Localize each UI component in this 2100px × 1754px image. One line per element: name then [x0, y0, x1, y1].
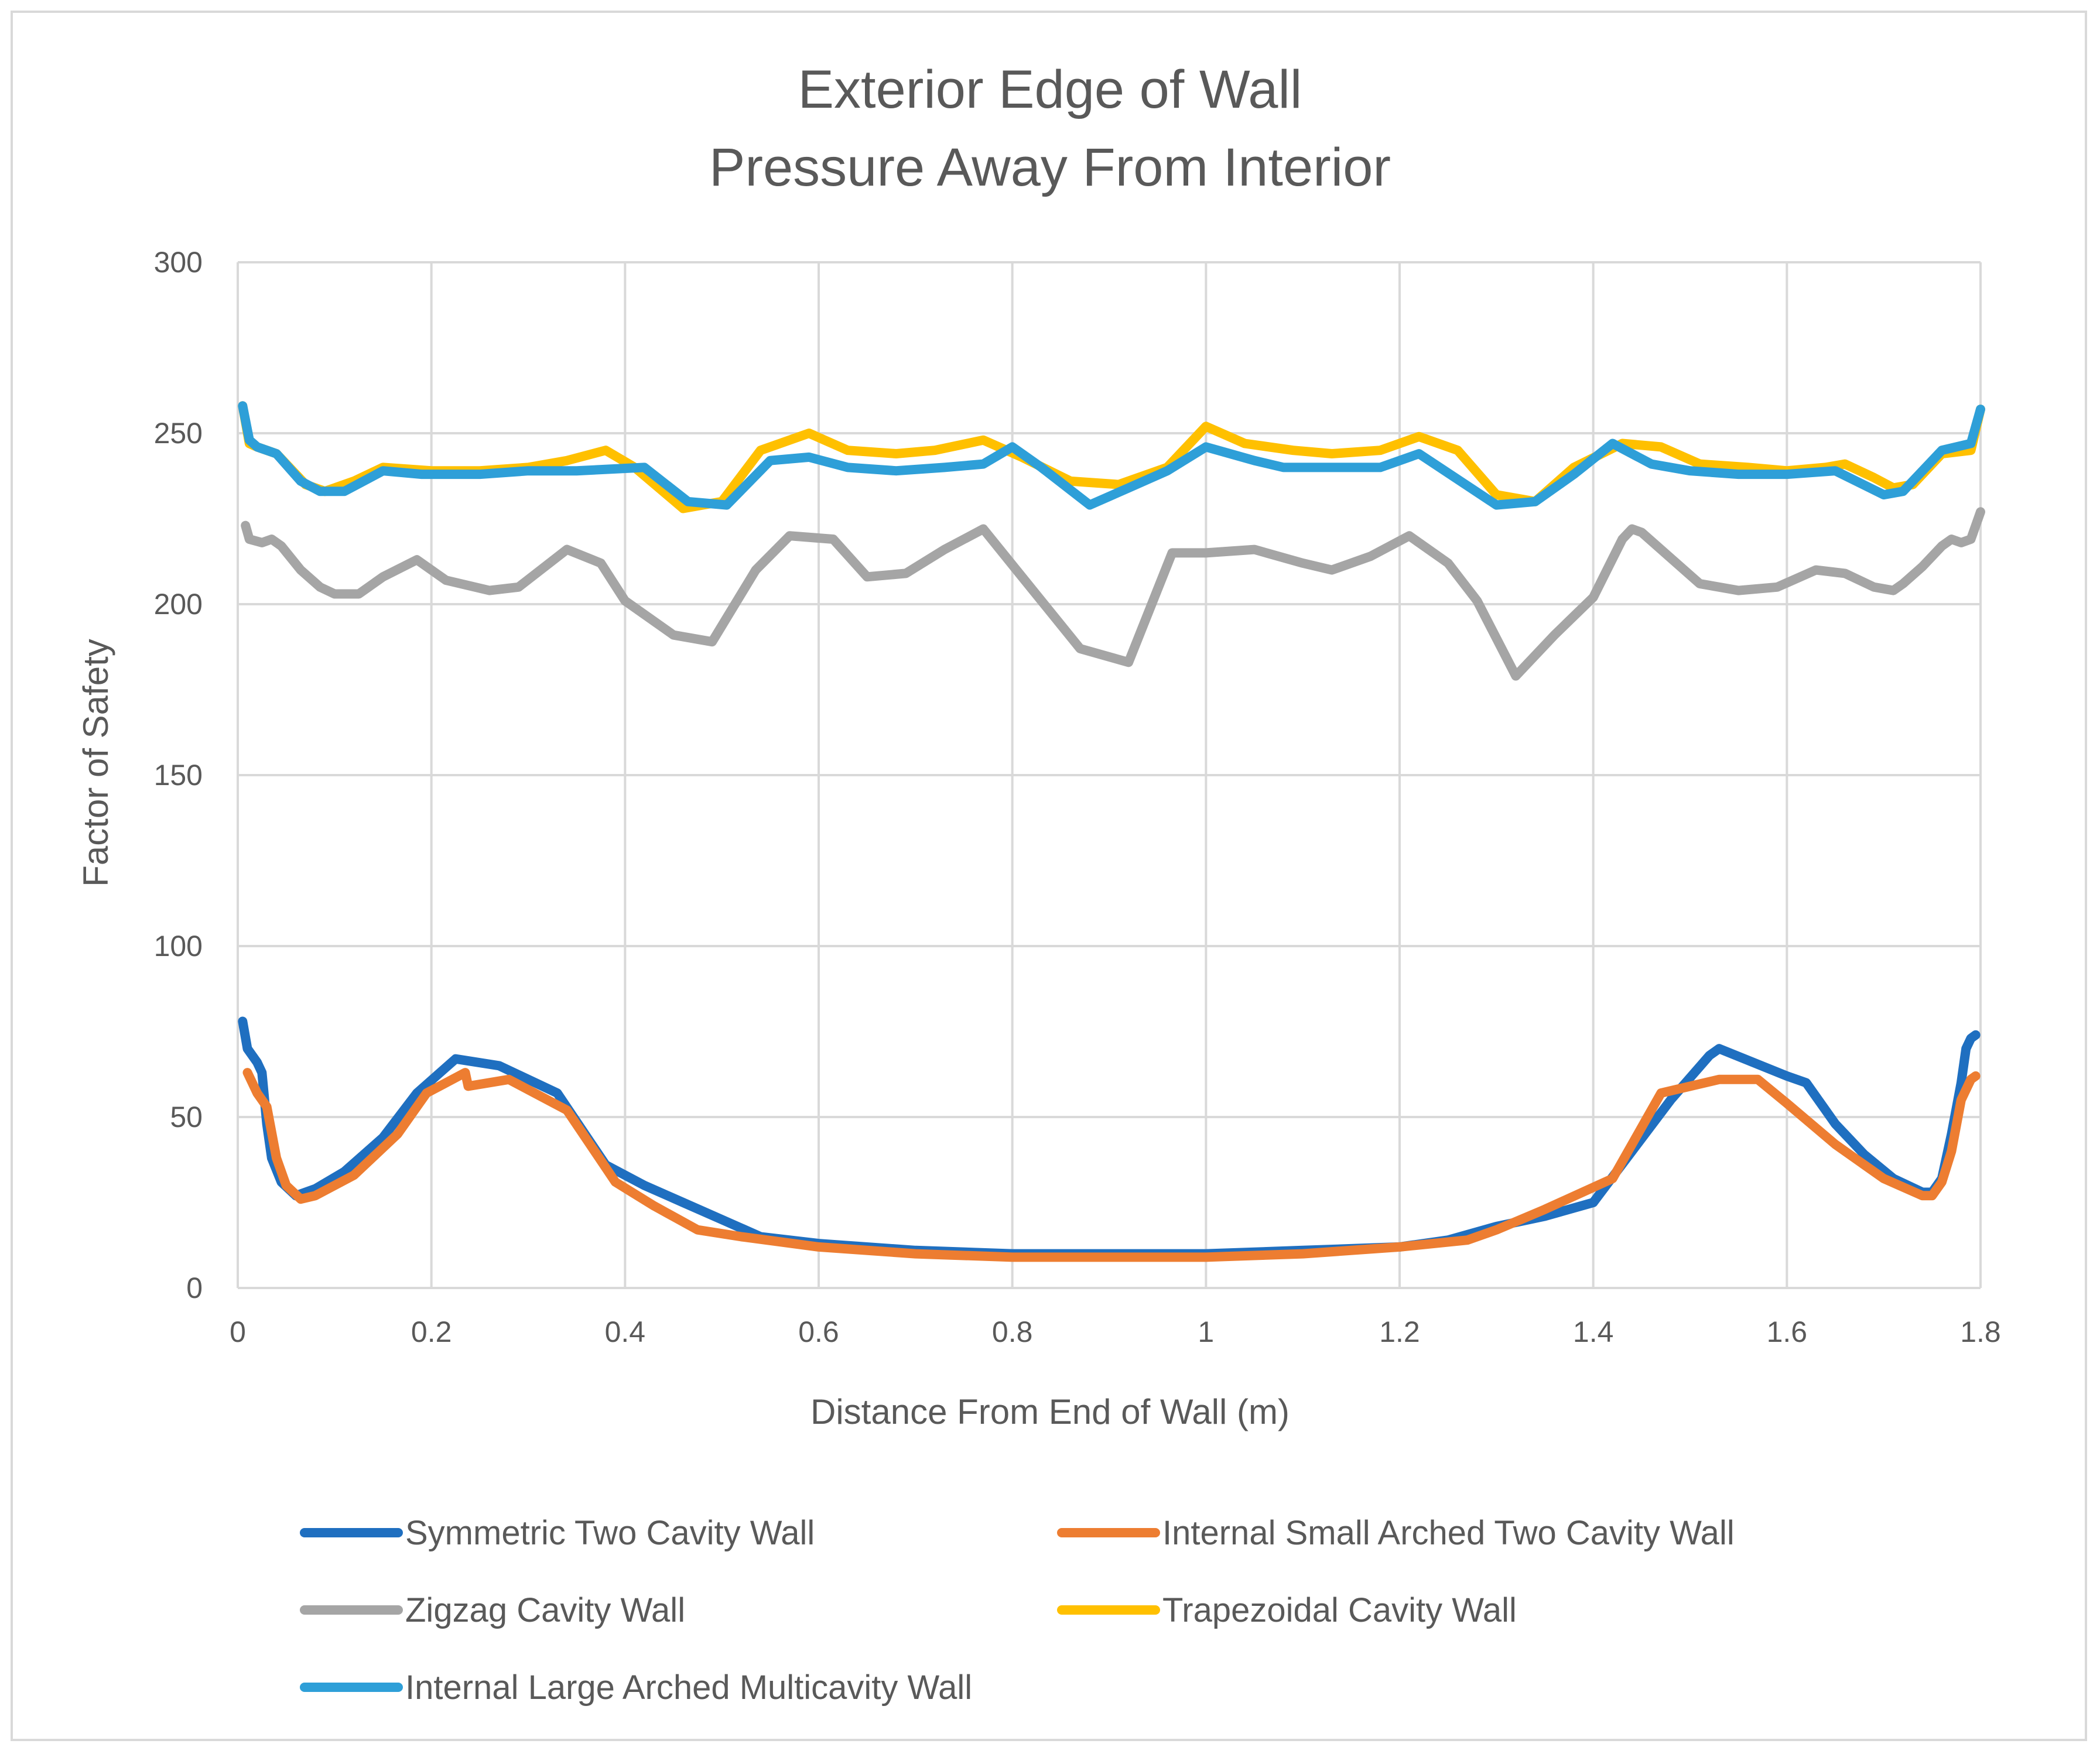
x-tick-label: 0.2 [411, 1316, 452, 1348]
legend: Symmetric Two Cavity Wall Internal Small … [300, 1514, 1735, 1707]
chart-title-line-2: Pressure Away From Interior [709, 138, 1391, 197]
legend-label: Internal Small Arched Two Cavity Wall [1162, 1514, 1735, 1552]
x-tick-label: 1.8 [1960, 1316, 2001, 1348]
x-tick-label: 1.4 [1573, 1316, 1614, 1348]
grid [237, 261, 1982, 1289]
series-line-2 [242, 1068, 1981, 1262]
legend-label: Symmetric Two Cavity Wall [405, 1514, 815, 1552]
x-tick-label: 0 [230, 1316, 246, 1348]
y-tick-label: 300 [154, 246, 203, 279]
series-lines [238, 401, 1985, 1262]
legend-label: Zigzag Cavity Wall [405, 1591, 685, 1629]
chart-title-line-1: Exterior Edge of Wall [798, 60, 1302, 119]
chart-title: Exterior Edge of Wall Pressure Away From… [709, 60, 1391, 197]
x-tick-label: 1 [1198, 1316, 1214, 1348]
y-tick-label: 50 [170, 1101, 203, 1133]
x-axis-title: Distance From End of Wall (m) [810, 1392, 1290, 1431]
x-tick-label: 0.8 [992, 1316, 1033, 1348]
series-line-3 [241, 507, 1985, 681]
x-tick-label: 0.6 [798, 1316, 839, 1348]
series-line-5 [238, 401, 1985, 510]
y-tick-label: 250 [154, 417, 203, 450]
chart-frame [11, 11, 2087, 1741]
series-line-1 [238, 1016, 1981, 1259]
y-tick-label: 200 [154, 588, 203, 621]
legend-item-2: Internal Small Arched Two Cavity Wall [1057, 1514, 1735, 1552]
y-tick-label: 150 [154, 759, 203, 792]
y-axis-ticks: 0 50 100 150 200 250 300 [154, 246, 203, 1304]
x-axis-ticks: 0 0.2 0.4 0.6 0.8 1 1.2 1.4 1.6 1.8 [230, 1316, 2001, 1348]
y-axis-title: Factor of Safety [76, 639, 115, 887]
legend-item-3: Zigzag Cavity Wall [300, 1591, 685, 1629]
legend-item-5: Internal Large Arched Multicavity Wall [300, 1669, 972, 1707]
y-tick-label: 100 [154, 930, 203, 962]
x-tick-label: 0.4 [605, 1316, 646, 1348]
legend-item-4: Trapezoidal Cavity Wall [1057, 1591, 1517, 1629]
x-tick-label: 1.2 [1379, 1316, 1420, 1348]
x-tick-label: 1.6 [1767, 1316, 1808, 1348]
legend-label: Trapezoidal Cavity Wall [1162, 1591, 1517, 1629]
legend-label: Internal Large Arched Multicavity Wall [405, 1669, 972, 1707]
y-tick-label: 0 [186, 1272, 203, 1304]
legend-item-1: Symmetric Two Cavity Wall [300, 1514, 815, 1552]
